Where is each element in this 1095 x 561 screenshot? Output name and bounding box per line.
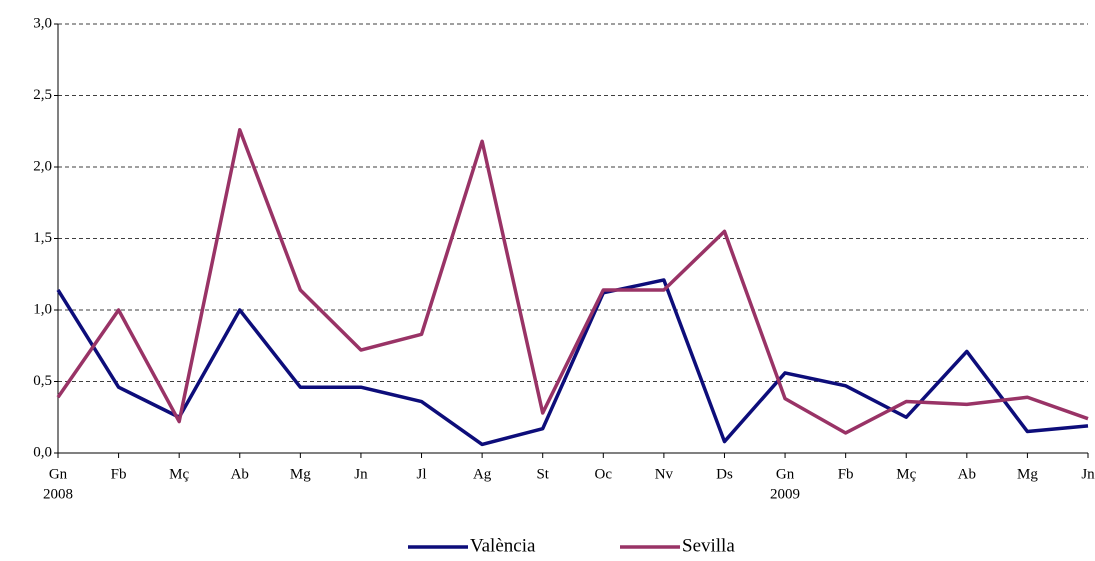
y-tick-label: 2,0 (33, 158, 52, 174)
legend-label: Sevilla (682, 535, 735, 556)
x-tick-label: Fb (838, 466, 854, 482)
y-tick-label: 0,5 (33, 373, 52, 389)
y-tick-label: 1,0 (33, 301, 52, 317)
y-tick-label: 3,0 (33, 15, 52, 31)
x-tick-label: Oc (595, 466, 613, 482)
year-label: 2008 (43, 486, 73, 502)
series-line (56, 278, 1089, 447)
x-tick-label: Ab (958, 466, 976, 482)
x-tick-label: Nv (655, 466, 674, 482)
y-tick-label: 2,5 (33, 87, 52, 103)
x-tick-label: Mg (290, 466, 311, 482)
x-tick-label: Ab (231, 466, 249, 482)
x-tick-label: Mç (896, 466, 916, 482)
x-tick-label: Gn (776, 466, 795, 482)
x-tick-label: St (536, 466, 549, 482)
x-tick-label: Jl (417, 466, 427, 482)
x-tick-label: Mg (1017, 466, 1038, 482)
x-tick-label: Mç (169, 466, 189, 482)
legend-label: València (470, 535, 536, 556)
x-tick-label: Jn (354, 466, 368, 482)
x-tick-label: Fb (111, 466, 127, 482)
x-tick-label: Gn (49, 466, 68, 482)
x-tick-label: Ag (473, 466, 492, 482)
year-label: 2009 (770, 486, 800, 502)
y-tick-label: 1,5 (33, 230, 52, 246)
x-tick-label: Ds (716, 466, 733, 482)
y-tick-label: 0,0 (33, 444, 52, 460)
x-tick-label: Jn (1081, 466, 1095, 482)
series-line (56, 128, 1089, 435)
